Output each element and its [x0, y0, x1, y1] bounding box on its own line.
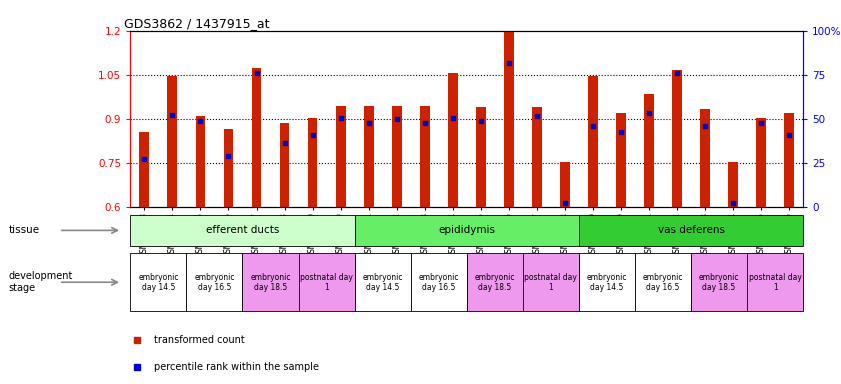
Bar: [336, 106, 346, 207]
Bar: [504, 32, 514, 207]
Text: embryonic
day 16.5: embryonic day 16.5: [419, 273, 459, 292]
Bar: [579, 253, 635, 311]
Bar: [279, 123, 289, 207]
Bar: [560, 162, 569, 207]
Bar: [635, 253, 691, 311]
Bar: [167, 76, 177, 207]
Bar: [242, 253, 299, 311]
Bar: [523, 253, 579, 311]
Bar: [299, 253, 355, 311]
Bar: [728, 162, 738, 207]
Bar: [187, 253, 242, 311]
Text: embryonic
day 18.5: embryonic day 18.5: [474, 273, 515, 292]
Text: tissue: tissue: [8, 225, 40, 235]
Bar: [355, 215, 579, 246]
Text: embryonic
day 18.5: embryonic day 18.5: [251, 273, 291, 292]
Text: transformed count: transformed count: [154, 335, 245, 345]
Bar: [355, 253, 410, 311]
Text: vas deferens: vas deferens: [658, 225, 725, 235]
Bar: [588, 76, 598, 207]
Text: embryonic
day 16.5: embryonic day 16.5: [194, 273, 235, 292]
Bar: [691, 253, 747, 311]
Bar: [251, 68, 262, 207]
Bar: [195, 116, 205, 207]
Text: embryonic
day 14.5: embryonic day 14.5: [138, 273, 178, 292]
Bar: [420, 106, 430, 207]
Text: development
stage: development stage: [8, 271, 73, 293]
Text: embryonic
day 18.5: embryonic day 18.5: [699, 273, 739, 292]
Bar: [224, 129, 233, 207]
Text: postnatal day
1: postnatal day 1: [525, 273, 577, 292]
Bar: [447, 73, 458, 207]
Text: embryonic
day 16.5: embryonic day 16.5: [643, 273, 683, 292]
Text: percentile rank within the sample: percentile rank within the sample: [154, 362, 319, 372]
Bar: [672, 70, 682, 207]
Bar: [476, 107, 485, 207]
Bar: [392, 106, 401, 207]
Bar: [616, 113, 626, 207]
Bar: [644, 94, 653, 207]
Bar: [410, 253, 467, 311]
Bar: [140, 132, 149, 207]
Text: GDS3862 / 1437915_at: GDS3862 / 1437915_at: [124, 17, 269, 30]
Bar: [700, 109, 710, 207]
Bar: [130, 253, 187, 311]
Text: embryonic
day 14.5: embryonic day 14.5: [587, 273, 627, 292]
Text: efferent ducts: efferent ducts: [206, 225, 279, 235]
Bar: [747, 253, 803, 311]
Bar: [784, 113, 794, 207]
Bar: [756, 118, 766, 207]
Bar: [579, 215, 803, 246]
Text: epididymis: epididymis: [438, 225, 495, 235]
Bar: [467, 253, 523, 311]
Bar: [308, 118, 317, 207]
Bar: [363, 106, 373, 207]
Text: postnatal day
1: postnatal day 1: [300, 273, 353, 292]
Text: embryonic
day 14.5: embryonic day 14.5: [362, 273, 403, 292]
Bar: [532, 107, 542, 207]
Text: postnatal day
1: postnatal day 1: [748, 273, 801, 292]
Bar: [130, 215, 355, 246]
